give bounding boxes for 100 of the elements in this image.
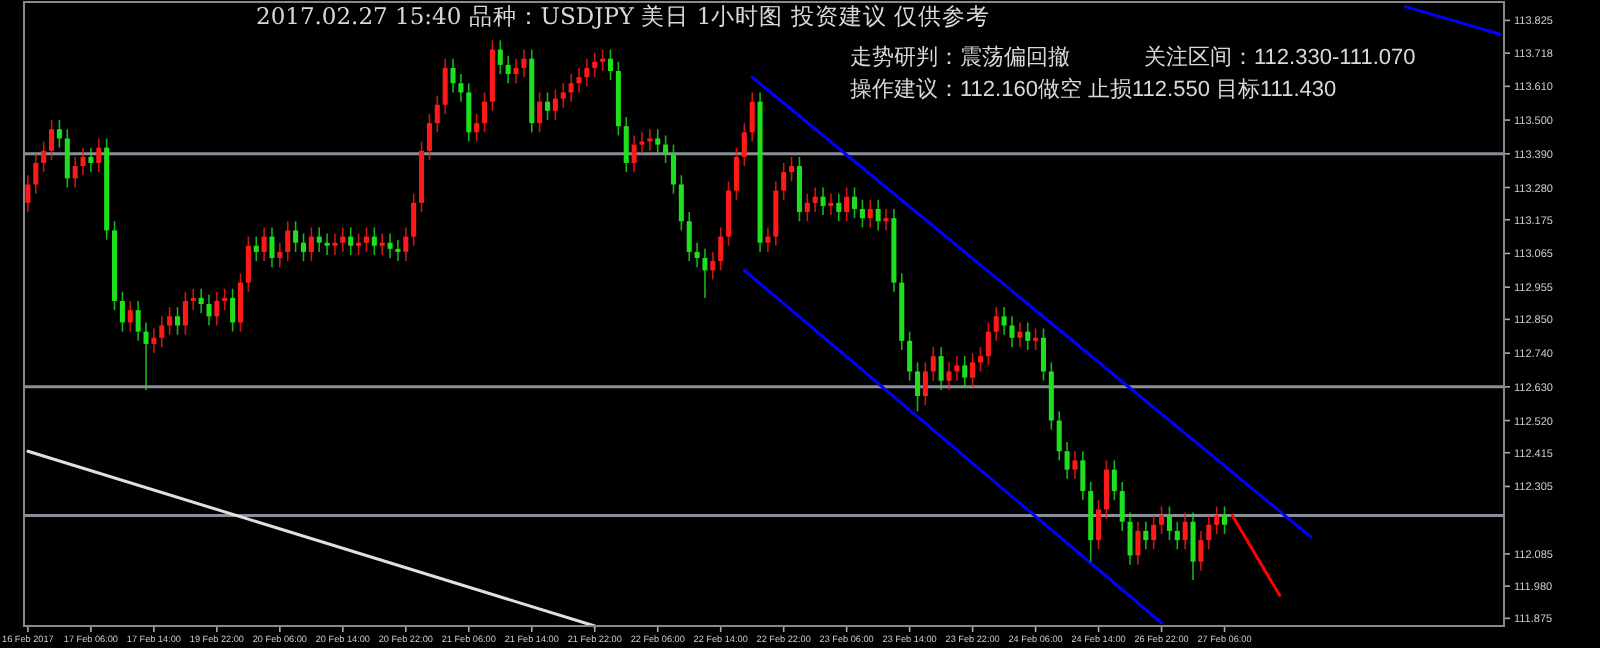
candlestick xyxy=(568,73,574,103)
candlestick xyxy=(993,306,999,342)
candlestick xyxy=(907,330,913,382)
candlestick xyxy=(513,57,519,85)
candlestick xyxy=(859,198,865,229)
candlestick xyxy=(395,238,401,262)
candlestick xyxy=(789,156,795,183)
candlestick xyxy=(127,300,133,333)
candlestick xyxy=(655,128,661,155)
candlestick xyxy=(1190,511,1196,581)
candlestick xyxy=(72,156,78,189)
candlestick xyxy=(828,192,834,216)
candlestick xyxy=(647,128,653,152)
candlestick xyxy=(883,208,889,232)
candlestick xyxy=(41,140,47,173)
candlestick xyxy=(505,54,511,85)
candlestick xyxy=(930,346,936,382)
candlestick xyxy=(96,137,102,173)
candlestick xyxy=(623,116,629,173)
annotation: 走势研判：震荡偏回撤 xyxy=(850,44,1070,70)
candlestick xyxy=(80,146,86,177)
candlestick xyxy=(300,232,306,262)
candlestick xyxy=(741,122,747,167)
candlestick xyxy=(812,186,818,213)
candlestick xyxy=(1119,481,1125,532)
candlestick xyxy=(1111,459,1117,502)
candlestick xyxy=(277,241,283,269)
candlestick xyxy=(954,355,960,382)
candlestick xyxy=(214,290,220,327)
candlestick xyxy=(1040,327,1046,382)
candlestick xyxy=(1174,520,1180,551)
candlestick xyxy=(285,220,291,262)
candlestick xyxy=(308,226,314,262)
candlestick xyxy=(1198,530,1204,572)
candlestick xyxy=(434,94,440,134)
candlestick xyxy=(552,88,558,121)
candlestick xyxy=(135,300,141,342)
annotation: 操作建议：112.160做空 止损112.550 目标111.430 xyxy=(850,76,1337,102)
candlestick xyxy=(33,152,39,195)
candlestick xyxy=(1001,306,1007,336)
candlestick xyxy=(922,361,928,407)
candlestick xyxy=(1151,514,1157,551)
candlestick xyxy=(56,119,62,149)
candlestick xyxy=(914,361,921,413)
candlestick xyxy=(474,113,480,143)
chart-title: 2017.02.27 15:40 品种：USDJPY 美日 1小时图 投资建议 仅供参考 xyxy=(256,2,990,30)
candlestick xyxy=(230,287,236,333)
candlestick xyxy=(442,57,448,115)
candlestick xyxy=(607,48,614,81)
candlestick xyxy=(198,287,204,315)
candlestick xyxy=(733,146,739,201)
candlestick xyxy=(237,272,244,333)
candlestick xyxy=(119,290,125,333)
candlestick xyxy=(749,91,755,143)
candlestick xyxy=(316,226,322,253)
candlestick xyxy=(702,248,708,299)
candlestick xyxy=(222,287,228,311)
candlestick xyxy=(25,174,31,213)
candlestick xyxy=(1206,514,1212,551)
candlestick xyxy=(796,156,802,223)
annotation: 关注区间：112.330-111.070 xyxy=(1144,44,1416,70)
candlestick xyxy=(1166,505,1172,541)
candlestick xyxy=(64,128,70,189)
candlestick xyxy=(497,39,503,75)
candlestick xyxy=(458,73,464,103)
candlestick xyxy=(387,232,393,259)
candlestick xyxy=(946,361,952,391)
candlestick xyxy=(694,241,700,269)
candlestick xyxy=(293,220,299,253)
candlestick xyxy=(1080,450,1086,502)
candlestick xyxy=(875,198,881,232)
candlestick xyxy=(1033,327,1039,351)
candlestick xyxy=(718,226,724,272)
candlestick xyxy=(1222,505,1228,535)
candlestick xyxy=(1017,321,1023,348)
candlestick xyxy=(261,226,267,262)
candlestick xyxy=(844,186,850,223)
candlestick xyxy=(88,146,94,173)
candlestick xyxy=(781,162,787,201)
candlestick xyxy=(852,186,858,219)
candlestick xyxy=(1214,505,1220,535)
candlestick xyxy=(190,287,196,311)
candlestick xyxy=(151,327,157,354)
candlestick xyxy=(411,192,417,247)
candlestick xyxy=(253,235,259,262)
candlestick xyxy=(348,226,354,256)
candlestick xyxy=(836,192,842,223)
candlestick xyxy=(403,226,409,262)
candlestick xyxy=(804,192,810,223)
candlestick xyxy=(371,226,377,256)
candlestick xyxy=(1072,450,1078,480)
candlestick xyxy=(1064,441,1070,480)
candlestick xyxy=(1056,410,1062,462)
candlestick xyxy=(820,186,826,216)
candlestick xyxy=(544,91,551,121)
candlestick xyxy=(686,211,692,262)
candlestick xyxy=(663,134,669,164)
candlestick xyxy=(710,251,716,281)
candlestick xyxy=(245,235,251,293)
candlestick xyxy=(985,321,991,367)
